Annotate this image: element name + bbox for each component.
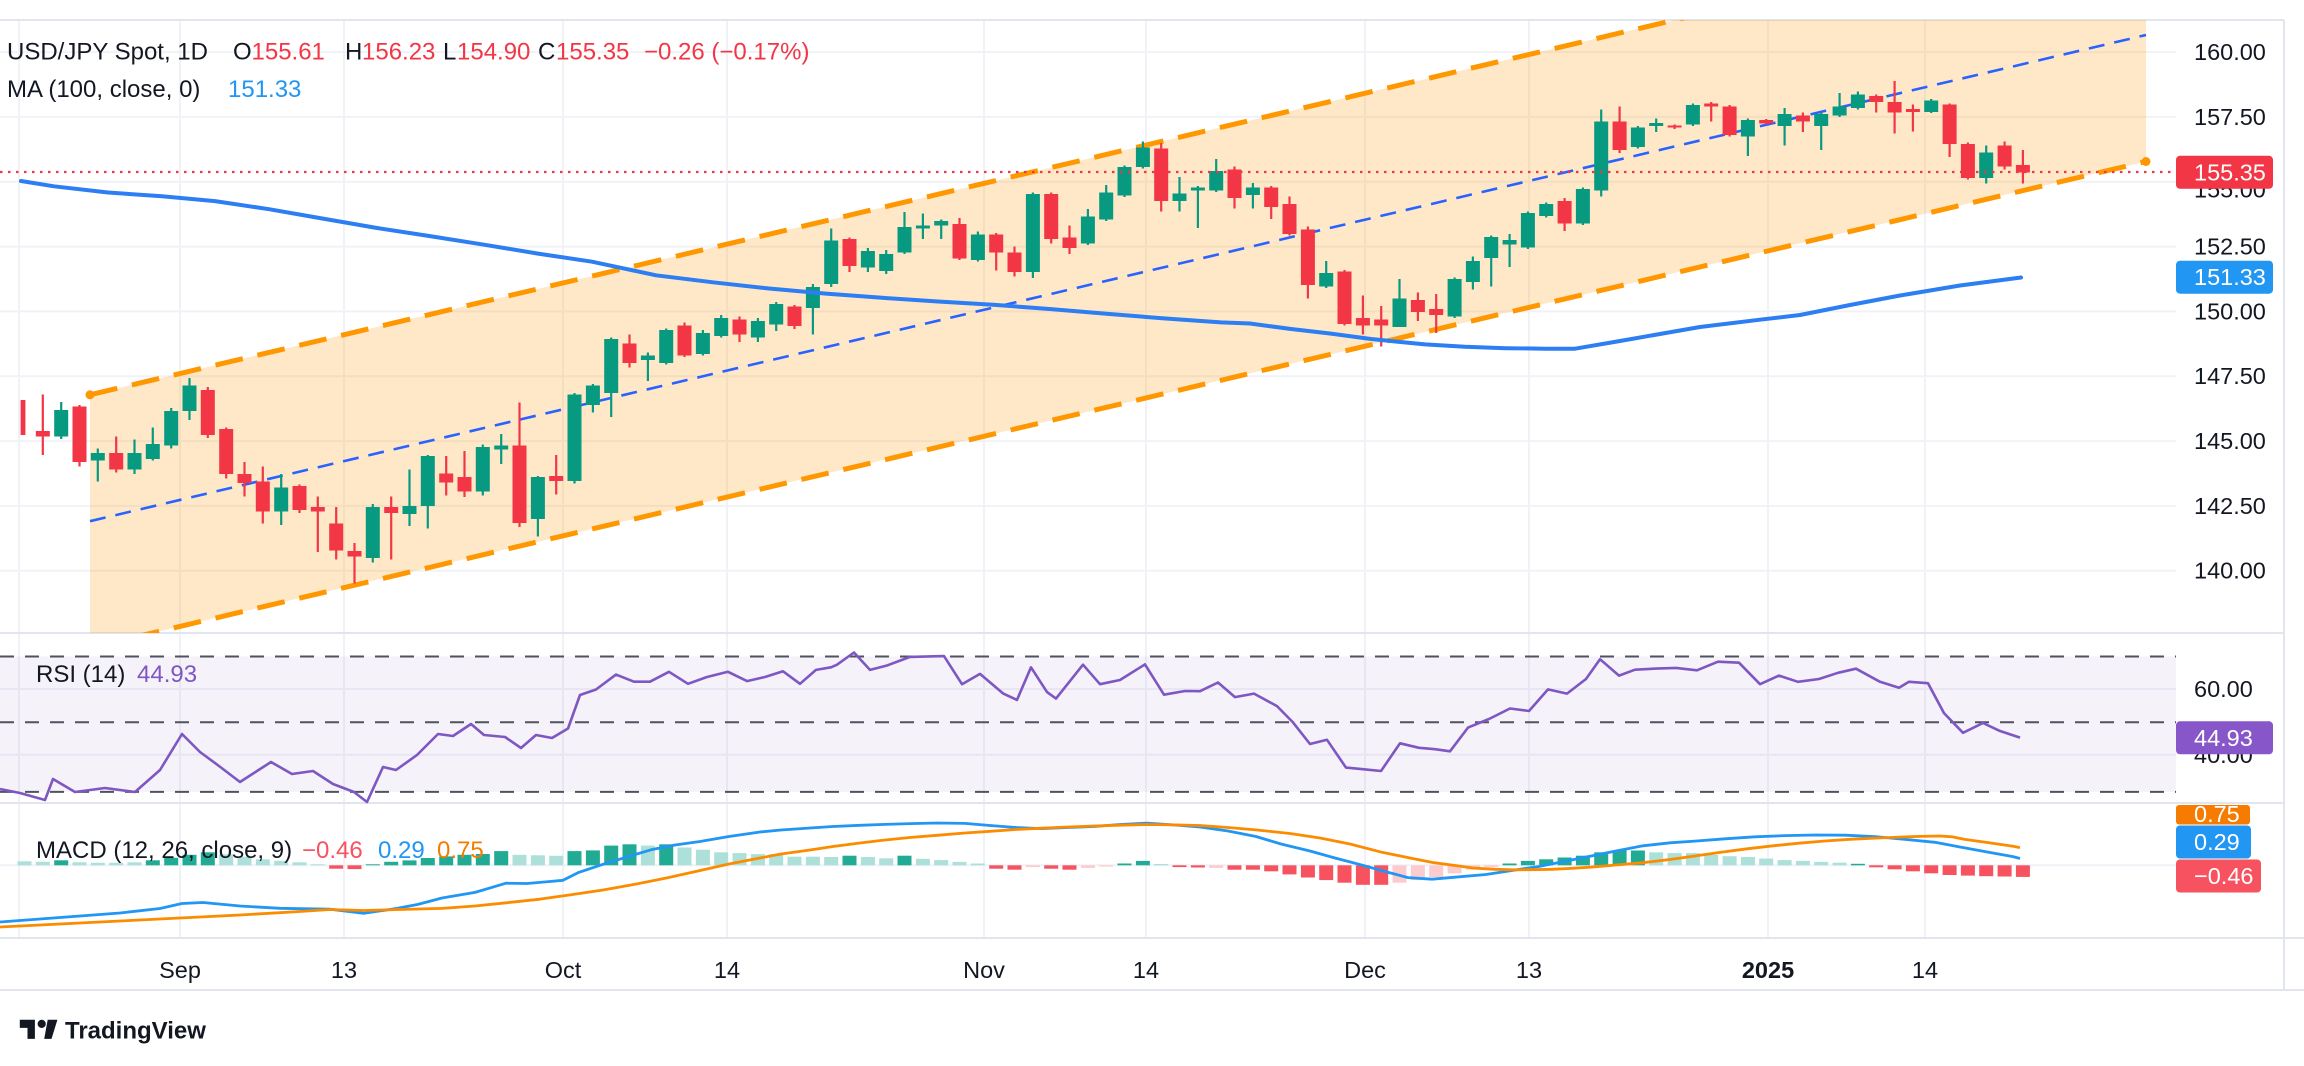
svg-text:155.35: 155.35	[556, 39, 629, 66]
svg-text:14: 14	[1133, 957, 1159, 983]
svg-text:MACD (12, 26, close, 9): MACD (12, 26, close, 9)	[36, 837, 292, 864]
svg-text:Sep: Sep	[159, 957, 201, 983]
svg-text:0.75: 0.75	[2194, 801, 2240, 827]
svg-text:USD/JPY Spot, 1D: USD/JPY Spot, 1D	[7, 39, 208, 66]
svg-text:0.29: 0.29	[378, 837, 425, 864]
svg-text:147.50: 147.50	[2194, 363, 2266, 389]
svg-text:154.90: 154.90	[457, 39, 530, 66]
svg-text:C: C	[538, 39, 555, 66]
svg-text:44.93: 44.93	[2194, 725, 2253, 751]
svg-text:H: H	[345, 39, 362, 66]
svg-text:−0.46: −0.46	[2194, 863, 2253, 889]
svg-text:Oct: Oct	[545, 957, 582, 983]
svg-text:RSI (14): RSI (14)	[36, 661, 125, 688]
svg-text:157.50: 157.50	[2194, 104, 2266, 130]
svg-text:Dec: Dec	[1344, 957, 1386, 983]
svg-text:MA (100, close, 0): MA (100, close, 0)	[7, 76, 200, 103]
svg-text:O: O	[233, 39, 252, 66]
svg-text:140.00: 140.00	[2194, 558, 2266, 584]
svg-text:150.00: 150.00	[2194, 298, 2266, 324]
svg-text:0.29: 0.29	[2194, 829, 2240, 855]
svg-text:14: 14	[1912, 957, 1938, 983]
svg-text:Nov: Nov	[963, 957, 1005, 983]
svg-text:152.50: 152.50	[2194, 234, 2266, 260]
svg-text:44.93: 44.93	[137, 661, 197, 688]
svg-text:L: L	[443, 39, 456, 66]
svg-text:151.33: 151.33	[228, 76, 301, 103]
svg-text:−0.26 (−0.17%): −0.26 (−0.17%)	[644, 39, 809, 66]
svg-text:13: 13	[331, 957, 357, 983]
svg-text:−0.46: −0.46	[302, 837, 363, 864]
svg-text:13: 13	[1516, 957, 1542, 983]
svg-text:155.61: 155.61	[252, 39, 325, 66]
svg-text:0.75: 0.75	[437, 837, 484, 864]
svg-text:145.00: 145.00	[2194, 428, 2266, 454]
svg-text:TradingView: TradingView	[65, 1018, 206, 1045]
svg-text:2025: 2025	[1742, 957, 1794, 983]
svg-text:14: 14	[714, 957, 740, 983]
svg-text:142.50: 142.50	[2194, 493, 2266, 519]
svg-text:155.35: 155.35	[2194, 159, 2266, 185]
svg-text:160.00: 160.00	[2194, 39, 2266, 65]
svg-text:156.23: 156.23	[362, 39, 435, 66]
svg-text:151.33: 151.33	[2194, 264, 2266, 290]
svg-text:60.00: 60.00	[2194, 676, 2253, 702]
